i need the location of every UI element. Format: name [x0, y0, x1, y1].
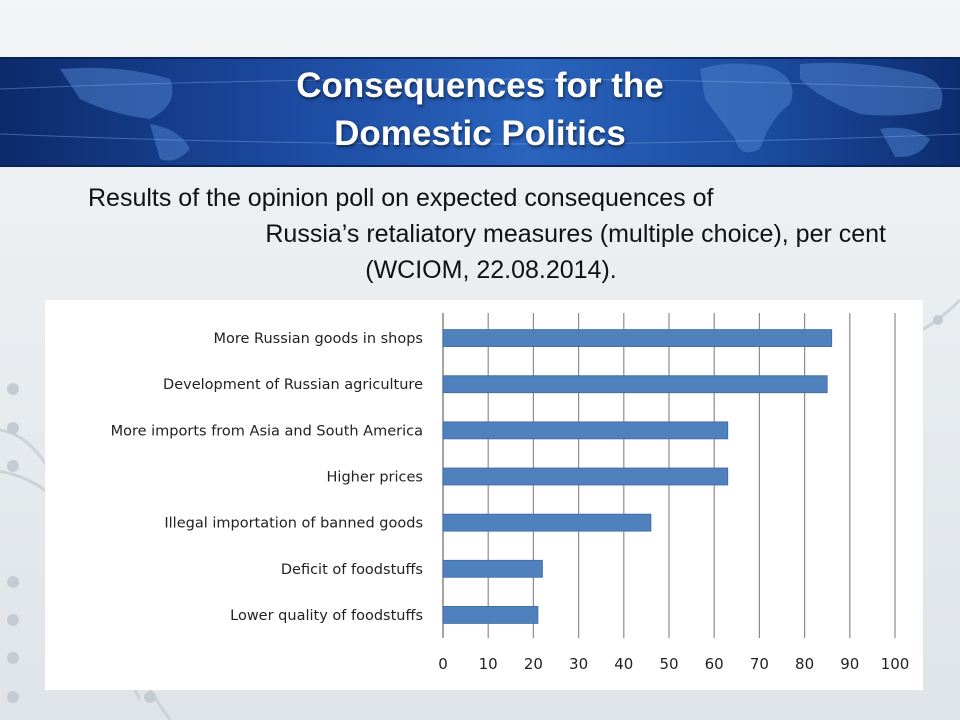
bar-2 [442, 375, 828, 394]
x-tick-label-30: 30 [569, 655, 588, 673]
bar-3 [442, 421, 729, 440]
x-tick-label-60: 60 [705, 655, 724, 673]
category-label-2: Development of Russian agriculture [163, 377, 423, 393]
category-label-1: More Russian goods in shops [213, 331, 423, 347]
bar-6 [442, 559, 543, 578]
x-tick-label-40: 40 [614, 655, 633, 673]
x-tick-label-20: 20 [524, 655, 543, 673]
category-label-6: Deficit of foodstuffs [281, 562, 423, 578]
bar-5 [442, 513, 652, 532]
category-label-3: More imports from Asia and South America [111, 423, 423, 439]
world-map-decoration [0, 62, 960, 161]
x-tick-label-0: 0 [438, 655, 448, 673]
x-tick-label-80: 80 [795, 655, 814, 673]
x-tick-label-90: 90 [840, 655, 859, 673]
category-label-7: Lower quality of foodstuffs [230, 608, 423, 624]
x-tick-label-100: 100 [881, 655, 910, 673]
slide-subtitle: Results of the opinion poll on expected … [88, 180, 888, 288]
title-banner [0, 57, 960, 167]
title-line-2: Domestic Politics [334, 114, 626, 153]
title-line-1: Consequences for the [296, 66, 664, 105]
subtitle-line-1: Results of the opinion poll on expected … [88, 184, 714, 212]
chart-canvas: More Russian goods in shops Development o… [111, 313, 910, 673]
category-label-4: Higher prices [327, 470, 423, 486]
bar-4 [442, 467, 729, 486]
subtitle-line-2: Russia’s retaliatory measures (multiple … [265, 220, 886, 248]
bar-7 [442, 606, 539, 624]
slide-title: Consequences for the Domestic Politics [0, 62, 960, 158]
x-tick-label-70: 70 [750, 655, 769, 673]
subtitle-line-3: (WCIOM, 22.08.2014). [365, 256, 617, 284]
x-tick-label-10: 10 [479, 655, 498, 673]
bar-chart: More Russian goods in shops Development o… [45, 300, 923, 690]
category-label-5: Illegal importation of banned goods [164, 516, 423, 532]
bar-1 [442, 329, 833, 347]
x-tick-label-50: 50 [659, 655, 678, 673]
